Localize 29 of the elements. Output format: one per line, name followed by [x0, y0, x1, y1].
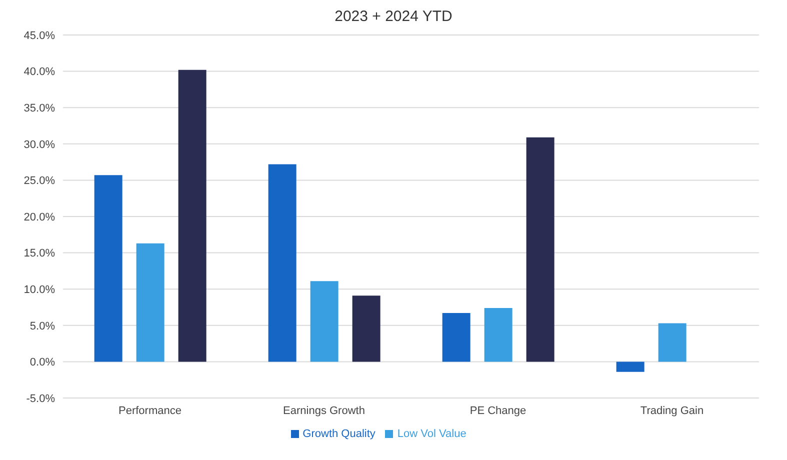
chart-title: 2023 + 2024 YTD: [334, 8, 454, 25]
bar: [178, 70, 206, 362]
x-tick-label: PE Change: [470, 404, 526, 417]
y-tick-label: 30.0%: [24, 138, 56, 151]
bar: [310, 281, 338, 362]
x-tick-label: Performance: [118, 404, 182, 417]
y-tick-label: 40.0%: [24, 66, 56, 78]
bar: [136, 243, 164, 362]
bar: [442, 313, 470, 362]
legend-label: Growth Quality: [302, 428, 376, 440]
x-tick-label: Trading Gain: [640, 404, 704, 417]
y-tick-label: 15.0%: [24, 248, 56, 260]
y-tick-label: 45.0%: [24, 30, 56, 42]
y-tick-label: 35.0%: [24, 102, 56, 115]
y-tick-label: 10.0%: [24, 284, 56, 296]
bar: [268, 164, 296, 362]
y-tick-label: 20.0%: [24, 211, 56, 224]
y-tick-label: -5.0%: [26, 392, 56, 405]
bar: [658, 323, 686, 362]
bar: [484, 308, 512, 362]
y-tick-label: 5.0%: [30, 320, 56, 332]
bar: [616, 362, 644, 372]
bar: [94, 175, 122, 362]
y-tick-label: 0.0%: [30, 356, 56, 369]
bar: [352, 296, 380, 362]
x-tick-label: Earnings Growth: [283, 404, 365, 417]
y-tick-label: 25.0%: [24, 175, 56, 188]
bar: [526, 137, 554, 362]
legend-label: Low Vol Value: [397, 428, 466, 440]
